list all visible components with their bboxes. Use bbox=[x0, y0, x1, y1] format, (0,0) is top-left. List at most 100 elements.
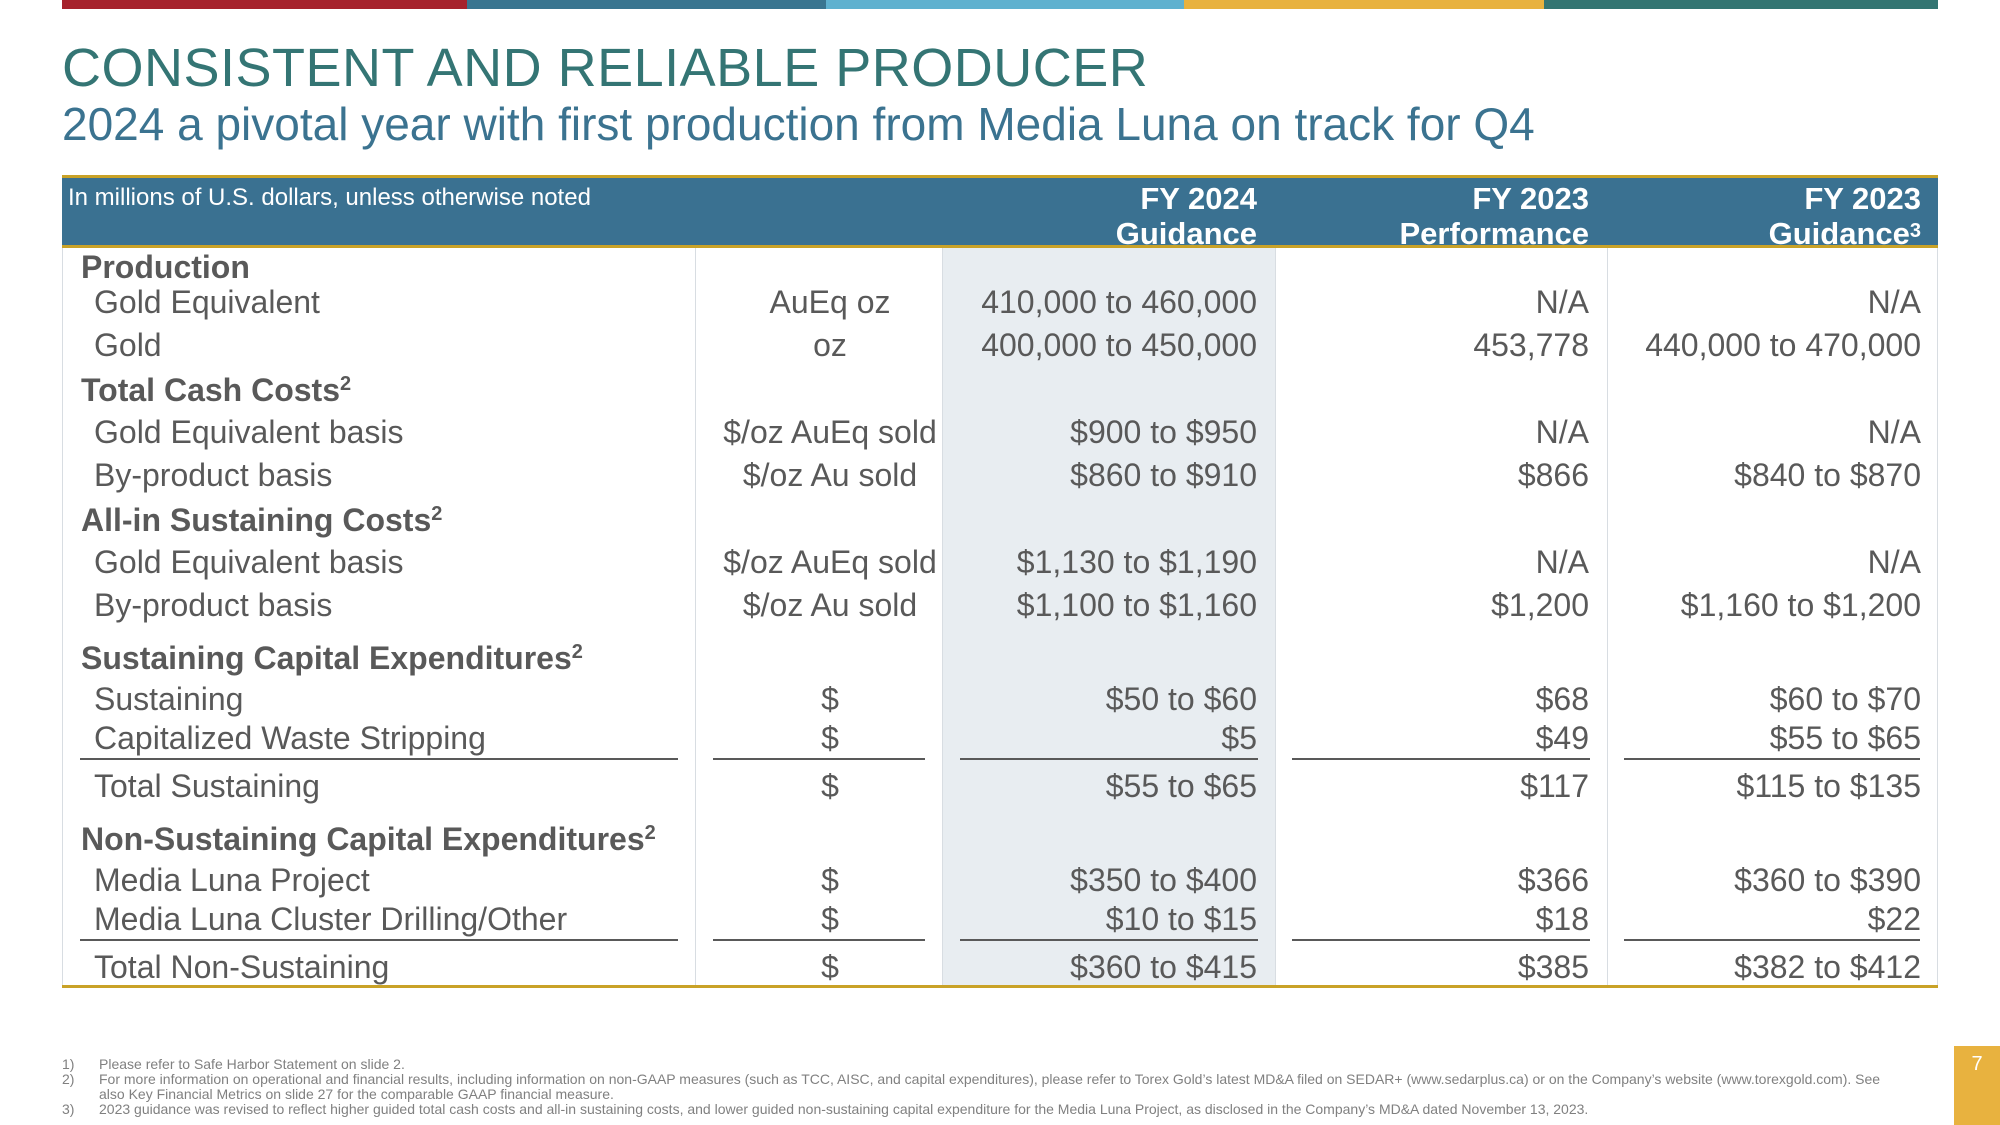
fy2023-guidance-value: $360 to $390 bbox=[1734, 862, 1921, 898]
header-fy2023-guidance: FY 2023 Guidance3 bbox=[1768, 181, 1921, 251]
fy2023-performance-value: $18 bbox=[1535, 901, 1589, 937]
footnote: 3) 2023 guidance was revised to reflect … bbox=[62, 1101, 1589, 1117]
section-heading-row: Total Cash Costs2 bbox=[62, 370, 1938, 410]
color-bar-segment bbox=[1184, 0, 1544, 9]
footnote-marker: 2 bbox=[431, 503, 443, 525]
color-bar-segment bbox=[62, 0, 467, 9]
row-label: Sustaining bbox=[94, 681, 244, 717]
fy2023-performance-value: $117 bbox=[1520, 768, 1589, 804]
section-heading-row: Production bbox=[62, 247, 1938, 287]
section-heading: Production bbox=[81, 249, 250, 285]
table-row-total: Total Non-Sustaining $ $360 to $415 $385… bbox=[62, 947, 1938, 987]
subtotal-rule bbox=[960, 939, 1258, 941]
row-label: Gold Equivalent basis bbox=[94, 414, 404, 450]
section-heading: Sustaining Capital Expenditures2 bbox=[81, 640, 583, 676]
fy2023-guidance-value: N/A bbox=[1867, 414, 1921, 450]
fy2023-performance-value: $1,200 bbox=[1491, 587, 1589, 623]
color-bar-segment bbox=[826, 0, 1184, 9]
footnotes: 1) Please refer to Safe Harbor Statement… bbox=[62, 1057, 1902, 1117]
subtotal-rule bbox=[713, 758, 925, 760]
table-border-left bbox=[62, 248, 63, 985]
fy2023-guidance-value: $1,160 to $1,200 bbox=[1680, 587, 1921, 623]
row-label: Total Sustaining bbox=[94, 768, 320, 804]
row-label: Capitalized Waste Stripping bbox=[94, 720, 486, 756]
section-heading-row: Sustaining Capital Expenditures2 bbox=[62, 638, 1938, 678]
column-divider bbox=[695, 248, 696, 985]
footnote-marker: 2 bbox=[644, 822, 656, 844]
row-unit: $ bbox=[821, 862, 839, 898]
row-unit: $ bbox=[821, 720, 839, 756]
fy2024-guidance-value: $860 to $910 bbox=[1070, 457, 1257, 493]
subtotal-rule bbox=[1624, 939, 1920, 941]
fy2023-performance-value: N/A bbox=[1535, 544, 1589, 580]
fy2023-performance-value: $68 bbox=[1535, 681, 1589, 717]
footnote: 1) Please refer to Safe Harbor Statement… bbox=[62, 1056, 405, 1072]
fy2023-performance-value: 453,778 bbox=[1473, 327, 1589, 363]
fy2023-guidance-value: $382 to $412 bbox=[1734, 949, 1921, 985]
row-unit: $ bbox=[821, 949, 839, 985]
row-label: Media Luna Cluster Drilling/Other bbox=[94, 901, 568, 937]
footnote-marker: 2 bbox=[340, 373, 352, 395]
row-unit: $ bbox=[821, 901, 839, 937]
fy2024-guidance-value: $5 bbox=[1221, 720, 1257, 756]
row-label: Gold bbox=[94, 327, 162, 363]
color-bar-segment bbox=[467, 0, 826, 9]
section-heading: Non-Sustaining Capital Expenditures2 bbox=[81, 821, 656, 857]
fy2023-guidance-value: $55 to $65 bbox=[1769, 720, 1921, 756]
row-label: Media Luna Project bbox=[94, 862, 370, 898]
table-row: Gold Equivalent basis $/oz AuEq sold $1,… bbox=[62, 542, 1938, 582]
table-row: Gold Equivalent AuEq oz 410,000 to 460,0… bbox=[62, 282, 1938, 322]
column-divider bbox=[942, 248, 943, 985]
fy2024-guidance-value: $1,130 to $1,190 bbox=[1016, 544, 1257, 580]
brand-color-bar bbox=[62, 0, 1938, 9]
fy2023-performance-value: N/A bbox=[1535, 284, 1589, 320]
row-label: Gold Equivalent bbox=[94, 284, 320, 320]
row-label: Total Non-Sustaining bbox=[94, 949, 390, 985]
footnote: 2) For more information on operational a… bbox=[62, 1071, 1881, 1102]
fy2023-performance-value: N/A bbox=[1535, 414, 1589, 450]
table-header: In millions of U.S. dollars, unless othe… bbox=[62, 178, 1938, 251]
fy2024-guidance-value: $10 to $15 bbox=[1105, 901, 1257, 937]
fy2024-guidance-value: $55 to $65 bbox=[1105, 768, 1257, 804]
table-row: Capitalized Waste Stripping $ $5 $49 $55… bbox=[62, 718, 1938, 758]
section-heading-row: Non-Sustaining Capital Expenditures2 bbox=[62, 819, 1938, 859]
subtotal-rule bbox=[1624, 758, 1920, 760]
fy2024-guidance-value: $360 to $415 bbox=[1070, 949, 1257, 985]
fy2023-guidance-value: N/A bbox=[1867, 284, 1921, 320]
fy2023-guidance-value: N/A bbox=[1867, 544, 1921, 580]
units-note: In millions of U.S. dollars, unless othe… bbox=[68, 184, 591, 211]
slide-title: CONSISTENT AND RELIABLE PRODUCER bbox=[62, 38, 1149, 98]
table-row: By-product basis $/oz Au sold $1,100 to … bbox=[62, 585, 1938, 625]
header-bottom-rule bbox=[62, 245, 1938, 248]
fy2024-guidance-value: $900 to $950 bbox=[1070, 414, 1257, 450]
row-unit: $/oz AuEq sold bbox=[723, 544, 937, 580]
fy2023-guidance-value: $22 bbox=[1867, 901, 1921, 937]
section-heading-row: All-in Sustaining Costs2 bbox=[62, 500, 1938, 540]
page-number: 7 bbox=[1954, 1046, 2000, 1125]
row-label: By-product basis bbox=[94, 587, 333, 623]
column-divider bbox=[1607, 248, 1608, 985]
subtotal-rule bbox=[80, 939, 678, 941]
subtotal-rule bbox=[1292, 939, 1590, 941]
table-row: Sustaining $ $50 to $60 $68 $60 to $70 bbox=[62, 679, 1938, 719]
table-border-right bbox=[1937, 248, 1938, 985]
header-fy2023-performance: FY 2023 Performance bbox=[1399, 181, 1589, 251]
subtotal-rule bbox=[80, 758, 678, 760]
table-row: Media Luna Cluster Drilling/Other $ $10 … bbox=[62, 899, 1938, 939]
column-divider bbox=[1275, 248, 1276, 985]
fy2023-performance-value: $366 bbox=[1517, 862, 1589, 898]
footnote-marker: 3 bbox=[1909, 220, 1921, 242]
fy2023-guidance-value: $840 to $870 bbox=[1734, 457, 1921, 493]
guidance-table: In millions of U.S. dollars, unless othe… bbox=[62, 175, 1938, 988]
row-unit: $ bbox=[821, 681, 839, 717]
fy2023-guidance-value: $60 to $70 bbox=[1769, 681, 1921, 717]
fy2023-performance-value: $385 bbox=[1517, 949, 1589, 985]
table-row: Media Luna Project $ $350 to $400 $366 $… bbox=[62, 860, 1938, 900]
slide-subtitle: 2024 a pivotal year with first productio… bbox=[62, 98, 1535, 150]
fy2024-guidance-value: $50 to $60 bbox=[1105, 681, 1257, 717]
fy2023-guidance-value: 440,000 to 470,000 bbox=[1645, 327, 1921, 363]
row-unit: AuEq oz bbox=[769, 284, 891, 320]
subtotal-rule bbox=[1292, 758, 1590, 760]
row-label: By-product basis bbox=[94, 457, 333, 493]
subtotal-rule bbox=[960, 758, 1258, 760]
